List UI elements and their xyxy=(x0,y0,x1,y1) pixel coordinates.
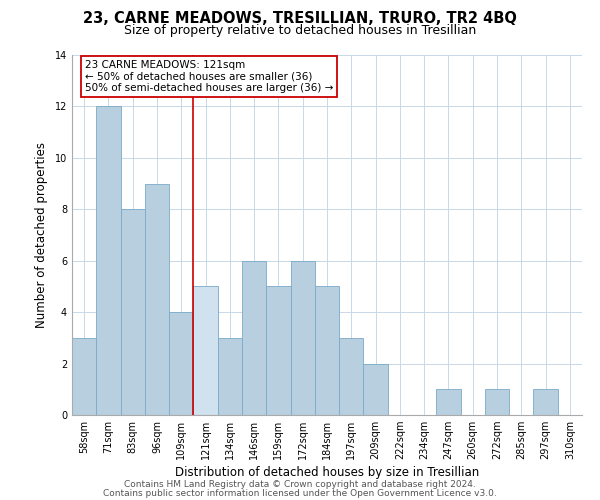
Bar xyxy=(121,210,145,415)
Bar xyxy=(96,106,121,415)
Text: Contains HM Land Registry data © Crown copyright and database right 2024.: Contains HM Land Registry data © Crown c… xyxy=(124,480,476,489)
Bar xyxy=(169,312,193,415)
Bar xyxy=(436,390,461,415)
Bar xyxy=(242,260,266,415)
Bar xyxy=(364,364,388,415)
Bar xyxy=(290,260,315,415)
Y-axis label: Number of detached properties: Number of detached properties xyxy=(35,142,48,328)
Bar xyxy=(533,390,558,415)
Text: Contains public sector information licensed under the Open Government Licence v3: Contains public sector information licen… xyxy=(103,488,497,498)
Text: Size of property relative to detached houses in Tresillian: Size of property relative to detached ho… xyxy=(124,24,476,37)
Bar xyxy=(218,338,242,415)
X-axis label: Distribution of detached houses by size in Tresillian: Distribution of detached houses by size … xyxy=(175,466,479,479)
Text: 23, CARNE MEADOWS, TRESILLIAN, TRURO, TR2 4BQ: 23, CARNE MEADOWS, TRESILLIAN, TRURO, TR… xyxy=(83,11,517,26)
Bar xyxy=(485,390,509,415)
Bar xyxy=(315,286,339,415)
Bar xyxy=(193,286,218,415)
Bar xyxy=(145,184,169,415)
Text: 23 CARNE MEADOWS: 121sqm
← 50% of detached houses are smaller (36)
50% of semi-d: 23 CARNE MEADOWS: 121sqm ← 50% of detach… xyxy=(85,60,333,94)
Bar xyxy=(339,338,364,415)
Bar xyxy=(266,286,290,415)
Bar xyxy=(72,338,96,415)
